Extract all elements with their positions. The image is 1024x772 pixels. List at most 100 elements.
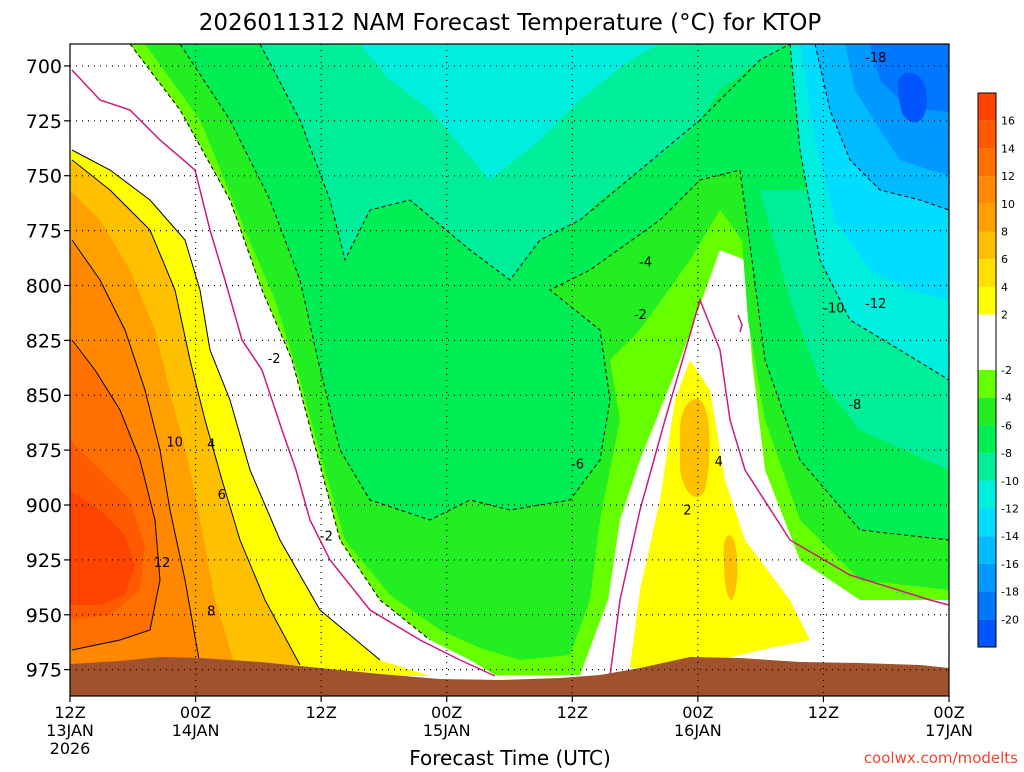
colorbar-swatch [978,536,996,564]
colorbar-swatch [978,508,996,537]
colorbar-swatch [978,563,996,592]
temp-region-4-to-6-day3 [679,399,710,498]
colorbar-swatch [978,370,996,398]
contour-labels: -18 -4 -2 -10 -12 -8 -2 10 4 6 12 8 -2 -6 4 2 [154,51,887,619]
contour-label: 2 [683,503,691,518]
y-tick-label: 900 [26,495,62,517]
temp-region-minus8-to-minus10 [260,44,949,470]
contour-label: -2 [268,352,281,367]
x-tick-label-time: 00Z [431,703,462,722]
colorbar: 16 14 12 10 8 6 4 2 -2 -4 -6 -8 -10 -12 -14 -16 -18 -20 [977,92,1019,648]
colorbar-swatch [978,453,996,481]
colorbar-label: -16 [1001,558,1019,571]
colorbar-label: 2 [1001,309,1008,322]
terrain [70,657,949,696]
x-tick-label-time: 12Z [54,703,85,722]
x-tick-label-date: 14JAN [172,721,220,740]
colorbar-label: 14 [1001,142,1015,155]
colorbar-label: 16 [1001,115,1015,128]
x-tick-label-date: 17JAN [925,721,973,740]
x-tick-label-date: 15JAN [423,721,471,740]
y-tick-label: 875 [26,440,62,462]
y-tick-label: 700 [26,56,62,78]
isotherm-cold-3 [259,44,791,281]
colorbar-swatch [978,314,996,370]
isotherm-cold-4 [789,44,949,381]
isotherm-warm-2 [71,159,301,666]
colorbar-label: -10 [1001,475,1019,488]
colorbar-swatch [978,176,996,204]
y-tick-label: 975 [26,660,62,682]
colorbar-swatch [978,259,996,287]
colorbar-label: -2 [1001,364,1012,377]
colorbar-swatch [978,148,996,177]
x-tick-label-time: 00Z [682,703,713,722]
y-tick-label: 925 [26,550,62,572]
isotherm-warm-1 [71,149,381,661]
colorbar-label: 10 [1001,198,1015,211]
y-tick-label: 800 [26,275,62,297]
x-tick-label-time: 00Z [180,703,211,722]
contour-label: -10 [823,301,844,316]
contour-label: -18 [865,51,886,66]
colorbar-label: -4 [1001,392,1012,405]
chart-title: 2026011312 NAM Forecast Temperature (°C)… [199,10,822,36]
colorbar-swatch [978,591,996,620]
plot-area [70,44,949,696]
colorbar-swatch [978,480,996,509]
contour-label: 10 [166,435,183,450]
y-tick-label: 950 [26,605,62,627]
colorbar-label: 4 [1001,281,1008,294]
colorbar-swatch [978,93,996,121]
contour-label: -12 [865,297,886,312]
isotherm-zero-inner [737,314,743,333]
contour-label: 4 [207,438,215,453]
temp-region-4-to-6-day3b [723,535,738,600]
y-tick-label: 850 [26,385,62,407]
y-tick-label: 825 [26,330,62,352]
contour-label: 4 [715,455,723,470]
x-tick-label-time: 00Z [933,703,964,722]
y-axis: 700 725 750 775 800 825 850 875 900 925 950 975 [26,56,70,682]
isotherm-cold-2 [179,44,949,541]
colorbar-label: 12 [1001,170,1015,183]
x-tick-label-time: 12Z [557,703,588,722]
contour-label: 8 [207,604,215,619]
isotherm-zero-right [609,297,949,677]
contour-label: -6 [571,457,584,472]
colorbar-swatch [978,397,996,426]
contour-label: -2 [634,308,647,323]
colorbar-label: -20 [1001,613,1019,626]
colorbar-label: 6 [1001,253,1008,266]
contour-label: -4 [639,255,652,270]
y-tick-label: 775 [26,221,62,243]
x-tick-label-year: 2026 [50,739,91,758]
x-tick-label-date: 16JAN [674,721,722,740]
plot-frame [69,43,950,697]
temp-region-2-to-4-day3 [630,360,810,668]
colorbar-swatch [978,425,996,454]
colorbar-swatch [978,286,996,315]
colorbar-label: -8 [1001,447,1012,460]
colorbar-label: -14 [1001,530,1019,543]
x-tick-label-date: 13JAN [46,721,94,740]
colorbar-label: -12 [1001,503,1019,516]
x-tick-label-time: 12Z [808,703,839,722]
y-tick-label: 750 [26,166,62,188]
isotherm-cold-5 [814,44,949,211]
colorbar-frame [977,92,997,648]
contour-label: 6 [218,488,226,503]
contour-label: -8 [848,398,861,413]
x-tick-label-time: 12Z [305,703,336,722]
temp-region-minus20-to-minus22 [897,72,927,123]
gridlines [70,44,949,696]
contour-label: 12 [154,556,171,571]
temp-region-14-to-16 [70,490,135,605]
colorbar-swatch [978,231,996,260]
isotherm-zero-left [71,69,496,677]
colorbar-label: -18 [1001,586,1019,599]
y-tick-label: 725 [26,111,62,133]
